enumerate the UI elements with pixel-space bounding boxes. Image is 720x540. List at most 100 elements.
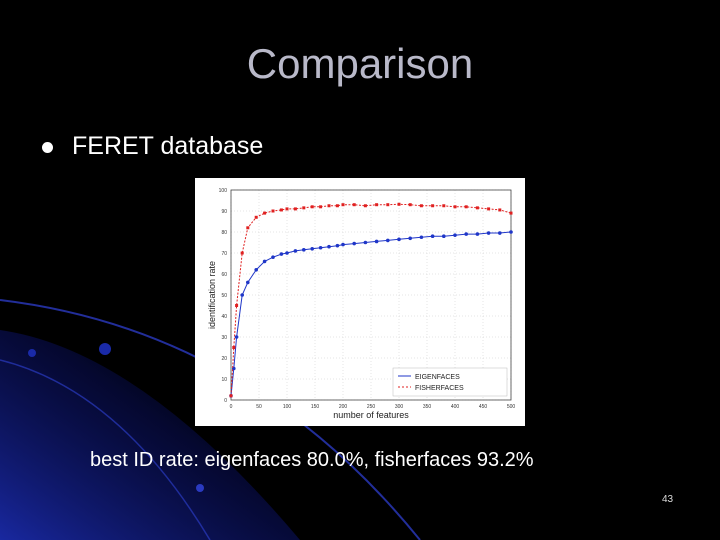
data-point-eigenfaces bbox=[327, 244, 331, 249]
data-point-fisherfaces bbox=[254, 215, 258, 219]
data-point-fisherfaces bbox=[263, 211, 267, 215]
data-point-eigenfaces bbox=[341, 242, 345, 247]
x-axis-label: number of features bbox=[333, 410, 409, 420]
data-point-fisherfaces bbox=[285, 207, 289, 211]
y-tick-label: 30 bbox=[221, 335, 227, 341]
data-point-eigenfaces bbox=[486, 231, 491, 235]
data-point-eigenfaces bbox=[310, 247, 314, 251]
x-tick-label: 250 bbox=[367, 404, 376, 410]
data-point-eigenfaces bbox=[498, 231, 502, 235]
x-tick-label: 50 bbox=[256, 404, 262, 410]
legend-label-fisherfaces: FISHERFACES bbox=[415, 385, 464, 392]
data-point-fisherfaces bbox=[375, 203, 379, 207]
x-tick-label: 100 bbox=[283, 404, 292, 410]
data-point-eigenfaces bbox=[335, 243, 340, 248]
data-point-fisherfaces bbox=[302, 206, 306, 210]
data-point-fisherfaces bbox=[310, 205, 314, 209]
blue-sweep-shape bbox=[0, 330, 300, 540]
data-point-fisherfaces bbox=[293, 207, 297, 211]
data-point-eigenfaces bbox=[246, 280, 250, 285]
blue-arc bbox=[0, 359, 211, 540]
y-tick-label: 40 bbox=[221, 314, 227, 320]
data-point-fisherfaces bbox=[453, 205, 457, 209]
data-point-eigenfaces bbox=[285, 251, 289, 255]
x-tick-label: 200 bbox=[339, 404, 348, 410]
data-point-eigenfaces bbox=[352, 241, 356, 246]
data-point-eigenfaces bbox=[254, 268, 258, 272]
data-point-fisherfaces bbox=[229, 394, 233, 398]
data-point-eigenfaces bbox=[453, 233, 457, 237]
data-point-fisherfaces bbox=[319, 205, 323, 209]
x-tick-label: 500 bbox=[507, 404, 516, 410]
y-tick-label: 0 bbox=[224, 398, 227, 404]
data-point-eigenfaces bbox=[475, 232, 480, 236]
orb-decoration bbox=[196, 484, 204, 492]
chart-series bbox=[229, 202, 513, 398]
legend-box bbox=[392, 367, 508, 397]
data-point-eigenfaces bbox=[262, 259, 267, 264]
data-point-fisherfaces bbox=[341, 203, 345, 207]
data-point-eigenfaces bbox=[386, 238, 390, 243]
data-point-eigenfaces bbox=[397, 237, 401, 242]
data-point-fisherfaces bbox=[246, 226, 250, 230]
data-point-eigenfaces bbox=[318, 245, 323, 250]
y-tick-label: 60 bbox=[221, 272, 227, 278]
orb-decoration bbox=[99, 343, 111, 355]
data-point-eigenfaces bbox=[302, 248, 306, 252]
series-line-eigenfaces bbox=[230, 231, 512, 396]
orb-decoration bbox=[28, 349, 36, 357]
y-axis-label: identification rate bbox=[207, 261, 217, 329]
data-point-fisherfaces bbox=[240, 251, 244, 255]
data-point-eigenfaces bbox=[363, 240, 368, 245]
data-point-fisherfaces bbox=[464, 205, 468, 209]
data-point-eigenfaces bbox=[408, 236, 412, 241]
data-point-fisherfaces bbox=[419, 204, 423, 208]
slide-title: Comparison bbox=[246, 40, 474, 87]
y-tick-label: 20 bbox=[221, 356, 227, 362]
data-point-fisherfaces bbox=[498, 208, 502, 212]
data-point-fisherfaces bbox=[386, 203, 390, 207]
data-point-eigenfaces bbox=[419, 235, 424, 240]
y-tick-label: 80 bbox=[221, 230, 227, 236]
data-point-eigenfaces bbox=[509, 230, 513, 234]
data-point-eigenfaces bbox=[374, 239, 379, 244]
x-tick-label: 400 bbox=[451, 404, 460, 410]
data-point-fisherfaces bbox=[335, 204, 339, 208]
plot-frame bbox=[230, 189, 512, 401]
legend-label-eigenfaces: EIGENFACES bbox=[415, 374, 460, 381]
data-point-fisherfaces bbox=[327, 204, 331, 208]
x-tick-label: 150 bbox=[311, 404, 320, 410]
data-point-eigenfaces bbox=[464, 232, 469, 236]
y-tick-label: 70 bbox=[221, 251, 227, 257]
data-point-eigenfaces bbox=[430, 234, 435, 238]
data-point-fisherfaces bbox=[475, 206, 479, 210]
data-point-eigenfaces bbox=[240, 293, 244, 297]
data-point-fisherfaces bbox=[397, 202, 401, 206]
data-point-eigenfaces bbox=[234, 335, 239, 339]
x-tick-label: 350 bbox=[423, 404, 432, 410]
data-point-fisherfaces bbox=[232, 346, 236, 349]
y-tick-label: 90 bbox=[221, 209, 227, 215]
x-tick-label: 300 bbox=[395, 404, 404, 410]
x-tick-label: 450 bbox=[479, 404, 488, 410]
data-point-fisherfaces bbox=[363, 204, 367, 208]
chart-legend: EIGENFACES FISHERFACES bbox=[392, 367, 508, 397]
result-caption: best ID rate: eigenfaces 80.0%, fisherfa… bbox=[90, 449, 534, 471]
x-tick-label: 0 bbox=[230, 404, 233, 410]
chart: 0 10 20 30 40 50 60 70 80 90 100 0 50 100 150 200 250 300… bbox=[195, 178, 525, 426]
y-tick-label: 100 bbox=[219, 188, 228, 194]
axis-ticks: 0 10 20 30 40 50 60 70 80 90 100 0 50 100 150 200 250 300… bbox=[219, 188, 516, 410]
data-point-fisherfaces bbox=[431, 204, 435, 208]
data-point-eigenfaces bbox=[271, 255, 275, 259]
data-point-eigenfaces bbox=[442, 234, 446, 238]
data-point-eigenfaces bbox=[279, 252, 284, 256]
data-point-fisherfaces bbox=[352, 203, 356, 207]
data-point-fisherfaces bbox=[509, 211, 513, 215]
y-tick-label: 50 bbox=[221, 293, 227, 299]
y-tick-label: 10 bbox=[221, 377, 227, 383]
data-point-fisherfaces bbox=[487, 207, 491, 211]
data-point-eigenfaces bbox=[293, 249, 298, 253]
bullet-dot-icon bbox=[42, 142, 53, 153]
data-point-fisherfaces bbox=[442, 204, 446, 208]
data-point-fisherfaces bbox=[408, 203, 412, 207]
